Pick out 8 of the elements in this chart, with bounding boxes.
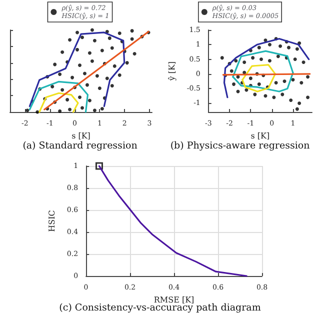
text: (a) Standard regression (22, 140, 138, 152)
x-axis-title: RMSE [K] (154, 295, 194, 304)
y-axis-title: ŷ [K] (168, 61, 176, 82)
x-axis-title: s [K] (72, 131, 90, 140)
x-axis-title: s [K] (250, 131, 270, 140)
text: (b) Physics-aware regression (170, 140, 310, 152)
text: (c) Consistency-vs-accuracy path diagram (59, 302, 261, 314)
y-axis-title: HSIC (48, 210, 56, 232)
